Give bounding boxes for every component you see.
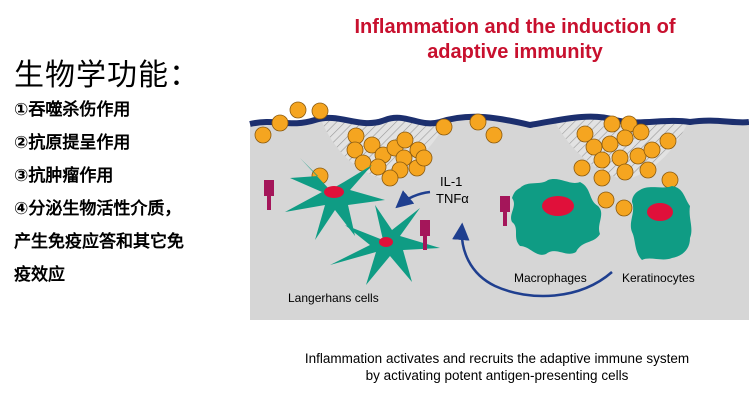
particle-group bbox=[254, 101, 679, 217]
particle bbox=[289, 101, 307, 119]
particle bbox=[311, 102, 329, 120]
langerhans-label: Langerhans cells bbox=[288, 291, 379, 305]
particle bbox=[629, 147, 647, 165]
function-item: ①吞噬杀伤作用 bbox=[14, 100, 131, 120]
diagram-title-line2: adaptive immunity bbox=[427, 41, 603, 63]
langerhans-cell bbox=[330, 205, 440, 285]
cell-nucleus bbox=[647, 203, 673, 221]
cell-nucleus bbox=[542, 196, 574, 216]
function-item: 产生免疫应答和其它免 bbox=[14, 232, 184, 252]
functions-heading: 生物学功能： bbox=[14, 58, 200, 93]
keratinocytes-label: Keratinocytes bbox=[622, 271, 695, 285]
caption-line1: Inflammation activates and recruits the … bbox=[304, 351, 690, 366]
particle bbox=[576, 125, 594, 143]
particle bbox=[603, 115, 621, 133]
migration-arrow bbox=[452, 222, 613, 298]
particle bbox=[659, 132, 677, 150]
cytokine-label-tnf: TNFα bbox=[436, 191, 469, 206]
cytokine-arrow bbox=[395, 190, 431, 209]
functions-list: ①吞噬杀伤作用 ②抗原提呈作用 ③抗肿瘤作用 ④分泌生物活性介质， 产生免疫应答… bbox=[14, 94, 184, 292]
particle bbox=[593, 169, 611, 187]
receptor-icon bbox=[264, 180, 274, 210]
cytokine-label-il1: IL-1 bbox=[440, 174, 462, 189]
particle bbox=[415, 149, 433, 167]
particle bbox=[615, 199, 633, 217]
particle bbox=[611, 149, 629, 167]
langerhans-cell bbox=[285, 158, 385, 240]
particle bbox=[597, 191, 615, 209]
particle bbox=[363, 136, 381, 154]
keratinocyte-cell bbox=[630, 186, 692, 260]
particle bbox=[469, 113, 487, 131]
function-item: ②抗原提呈作用 bbox=[14, 133, 131, 153]
particle bbox=[616, 129, 634, 147]
diagram-title-line1: Inflammation and the induction of bbox=[354, 16, 676, 38]
receptor-icon bbox=[500, 196, 510, 226]
particle bbox=[381, 169, 399, 187]
particle bbox=[593, 151, 611, 169]
particle bbox=[346, 141, 364, 159]
particle bbox=[616, 163, 634, 181]
particle bbox=[435, 118, 453, 136]
receptor-icon bbox=[420, 220, 430, 250]
particle bbox=[271, 114, 289, 132]
particle bbox=[643, 141, 661, 159]
function-item: ③抗肿瘤作用 bbox=[14, 166, 114, 186]
cell-nucleus bbox=[379, 237, 393, 247]
particle bbox=[639, 161, 657, 179]
function-item: ④分泌生物活性介质， bbox=[14, 199, 182, 219]
macrophage-cell bbox=[511, 179, 602, 255]
particle bbox=[585, 138, 603, 156]
particle bbox=[347, 127, 365, 145]
particle bbox=[601, 135, 619, 153]
function-item: 疫效应 bbox=[14, 265, 65, 285]
cell-nucleus bbox=[324, 186, 344, 198]
particle bbox=[396, 131, 414, 149]
particle bbox=[254, 126, 272, 144]
particle bbox=[573, 159, 591, 177]
particle bbox=[632, 123, 650, 141]
macrophages-label: Macrophages bbox=[514, 271, 587, 285]
particle bbox=[485, 126, 503, 144]
particle bbox=[661, 171, 679, 189]
caption-line2: by activating potent antigen-presenting … bbox=[365, 368, 629, 383]
